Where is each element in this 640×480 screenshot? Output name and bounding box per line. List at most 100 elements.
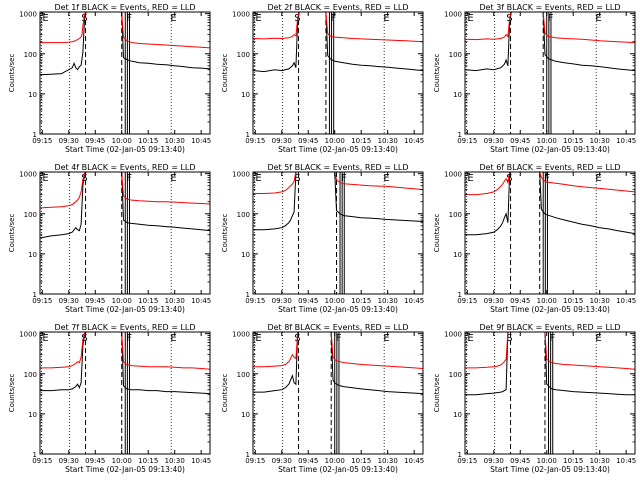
panel-title: Det 9f BLACK = Events, RED = LLD bbox=[479, 323, 620, 332]
x-tick-label: 09:45 bbox=[510, 297, 530, 305]
x-tick-label: 10:30 bbox=[378, 297, 398, 305]
y-tick-label: 10 bbox=[28, 411, 37, 419]
x-tick-label: 09:15 bbox=[32, 297, 52, 305]
series-line-events bbox=[253, 332, 423, 395]
x-axis-label: Start Time (02-Jan-05 09:13:40) bbox=[490, 145, 610, 154]
x-tick-label: 10:00 bbox=[112, 457, 132, 465]
series-line-events bbox=[465, 172, 635, 236]
x-axis-label: Start Time (02-Jan-05 09:13:40) bbox=[490, 465, 610, 474]
marker-label-e-start: E bbox=[42, 333, 48, 344]
x-tick-label: 09:15 bbox=[245, 297, 265, 305]
x-tick-label: 09:30 bbox=[272, 137, 292, 145]
y-tick-label: 1000 bbox=[232, 331, 250, 339]
y-tick-label: 10 bbox=[453, 251, 462, 259]
marker-label-e-start: E bbox=[42, 173, 48, 184]
x-tick-label: 10:15 bbox=[351, 297, 371, 305]
x-tick-label: 10:15 bbox=[138, 457, 158, 465]
x-tick-label: 09:15 bbox=[457, 137, 477, 145]
x-tick-label: 10:30 bbox=[165, 297, 185, 305]
y-axis-label: Counts/sec bbox=[8, 54, 16, 93]
marker-label-f: F bbox=[549, 333, 555, 344]
x-tick-label: 09:45 bbox=[510, 457, 530, 465]
y-tick-label: 10 bbox=[241, 91, 250, 99]
x-axis-label: Start Time (02-Jan-05 09:13:40) bbox=[278, 145, 398, 154]
x-tick-label: 09:45 bbox=[85, 457, 105, 465]
y-axis-label: Counts/sec bbox=[8, 374, 16, 413]
panel-title: Det 4f BLACK = Events, RED = LLD bbox=[54, 163, 195, 172]
x-tick-label: 09:30 bbox=[59, 137, 79, 145]
x-tick-label: 10:15 bbox=[138, 137, 158, 145]
marker-label-e-start: E bbox=[255, 333, 261, 344]
x-tick-label: 10:15 bbox=[563, 297, 583, 305]
x-tick-label: 09:15 bbox=[32, 137, 52, 145]
y-tick-label: 100 bbox=[24, 51, 37, 59]
marker-label-s: S bbox=[294, 173, 300, 184]
x-tick-label: 09:15 bbox=[245, 457, 265, 465]
x-tick-label: 09:45 bbox=[298, 137, 318, 145]
x-tick-label: 10:00 bbox=[325, 137, 345, 145]
y-tick-label: 1 bbox=[33, 451, 37, 459]
x-axis-label: Start Time (02-Jan-05 09:13:40) bbox=[65, 465, 185, 474]
y-tick-label: 100 bbox=[449, 51, 462, 59]
x-tick-label: 10:45 bbox=[404, 137, 424, 145]
x-tick-label: 10:00 bbox=[325, 457, 345, 465]
x-tick-label: 10:00 bbox=[537, 297, 557, 305]
x-tick-label: 09:30 bbox=[484, 297, 504, 305]
x-tick-label: 09:30 bbox=[484, 137, 504, 145]
marker-label-e-start: E bbox=[255, 173, 261, 184]
series-line-events bbox=[40, 12, 210, 76]
y-tick-label: 10 bbox=[241, 411, 250, 419]
y-tick-label: 100 bbox=[237, 51, 250, 59]
marker-label-e-start: E bbox=[467, 13, 473, 24]
y-tick-label: 1 bbox=[33, 131, 37, 139]
y-axis-label: Counts/sec bbox=[221, 214, 229, 253]
panel-title: Det 1f BLACK = Events, RED = LLD bbox=[54, 3, 195, 12]
marker-label-e-end: E bbox=[595, 13, 601, 24]
marker-label-s: S bbox=[506, 333, 512, 344]
y-tick-label: 100 bbox=[449, 371, 462, 379]
plot-frame bbox=[464, 11, 636, 135]
x-tick-label: 09:30 bbox=[484, 457, 504, 465]
panel-title: Det 8f BLACK = Events, RED = LLD bbox=[267, 323, 408, 332]
y-tick-label: 1 bbox=[246, 451, 250, 459]
x-axis-label: Start Time (02-Jan-05 09:13:40) bbox=[278, 465, 398, 474]
x-tick-label: 10:45 bbox=[191, 137, 211, 145]
x-tick-label: 09:15 bbox=[457, 297, 477, 305]
plot-frame bbox=[252, 171, 424, 295]
series-line-lld bbox=[465, 332, 635, 370]
series-line-lld bbox=[253, 332, 423, 369]
marker-label-f: F bbox=[336, 333, 342, 344]
x-tick-label: 10:00 bbox=[537, 137, 557, 145]
plot-frame bbox=[252, 331, 424, 455]
series-line-events bbox=[465, 12, 635, 72]
x-tick-label: 10:30 bbox=[378, 137, 398, 145]
y-tick-label: 10 bbox=[453, 411, 462, 419]
x-tick-label: 09:45 bbox=[298, 297, 318, 305]
panel-title: Det 5f BLACK = Events, RED = LLD bbox=[267, 163, 408, 172]
x-tick-label: 10:30 bbox=[165, 137, 185, 145]
x-tick-label: 09:45 bbox=[510, 137, 530, 145]
panel-title: Det 3f BLACK = Events, RED = LLD bbox=[479, 3, 620, 12]
y-tick-label: 1000 bbox=[444, 331, 462, 339]
y-tick-label: 100 bbox=[24, 211, 37, 219]
x-tick-label: 10:45 bbox=[616, 297, 636, 305]
series-line-lld bbox=[253, 172, 423, 194]
x-tick-label: 10:00 bbox=[112, 137, 132, 145]
y-tick-label: 1000 bbox=[19, 171, 37, 179]
x-tick-label: 10:00 bbox=[112, 297, 132, 305]
x-axis-label: Start Time (02-Jan-05 09:13:40) bbox=[278, 305, 398, 314]
x-tick-label: 09:15 bbox=[457, 457, 477, 465]
x-tick-label: 09:45 bbox=[298, 457, 318, 465]
marker-label-e-end: E bbox=[595, 173, 601, 184]
x-tick-label: 10:15 bbox=[351, 137, 371, 145]
y-tick-label: 1 bbox=[458, 451, 462, 459]
series-line-events bbox=[40, 332, 210, 395]
x-tick-label: 09:30 bbox=[59, 457, 79, 465]
plot-frame bbox=[464, 331, 636, 455]
x-tick-label: 10:30 bbox=[590, 297, 610, 305]
y-axis-label: Counts/sec bbox=[221, 374, 229, 413]
